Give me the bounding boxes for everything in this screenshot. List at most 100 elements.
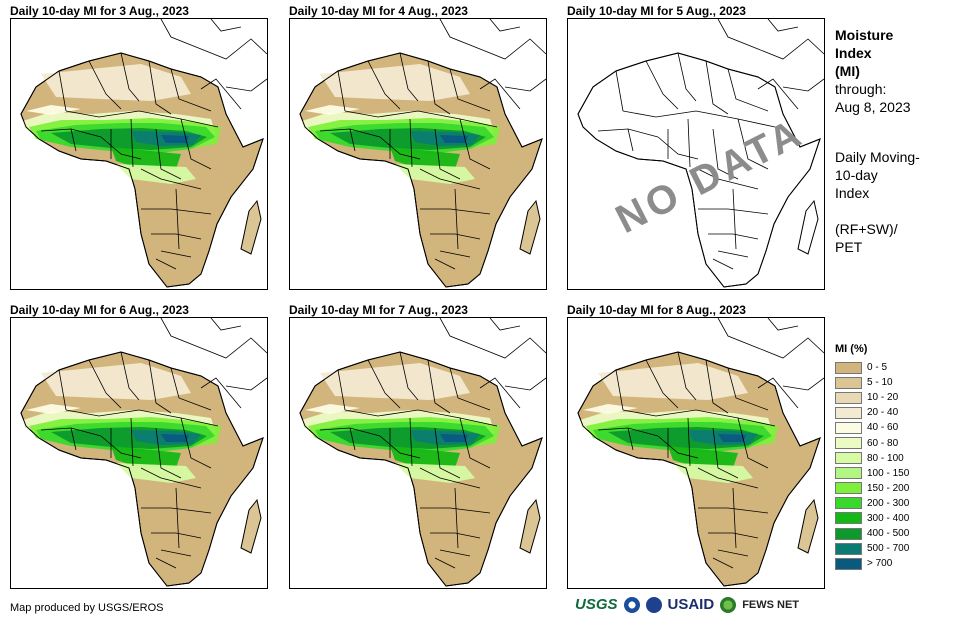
- legend-item: 200 - 300: [835, 496, 960, 511]
- country-border: [349, 128, 356, 152]
- country-border: [399, 351, 419, 401]
- legend-item: 40 - 60: [835, 420, 960, 435]
- country-border: [717, 250, 749, 258]
- coastline: [439, 318, 546, 391]
- map-panel: Daily 10-day MI for 4 Aug., 2023: [289, 4, 547, 290]
- moisture-band: [668, 446, 738, 468]
- map-panel: Daily 10-day MI for 3 Aug., 2023: [10, 4, 268, 290]
- desc-line-1: Daily Moving-: [835, 149, 920, 165]
- country-border: [622, 110, 776, 128]
- country-border: [727, 367, 769, 411]
- legend-item: 10 - 20: [835, 390, 960, 405]
- legend-label: 500 - 700: [867, 543, 910, 555]
- usaid-logo: USAID: [667, 596, 715, 613]
- country-border: [420, 507, 491, 514]
- moisture-band: [395, 463, 475, 483]
- formula-line-2: PET: [835, 239, 863, 255]
- country-border: [708, 532, 759, 539]
- country-border: [732, 188, 737, 250]
- country-border: [88, 60, 122, 110]
- country-border: [430, 233, 481, 240]
- country-border: [717, 549, 749, 557]
- panel-title: Daily 10-day MI for 5 Aug., 2023: [567, 4, 746, 18]
- country-border: [459, 417, 491, 469]
- moisture-band: [26, 105, 81, 115]
- country-border: [180, 417, 212, 469]
- africa-outline: [20, 52, 264, 288]
- coastline: [717, 318, 824, 391]
- country-border: [155, 427, 182, 479]
- legend-label: 300 - 400: [867, 512, 910, 524]
- country-border: [479, 78, 521, 110]
- country-border: [757, 78, 799, 110]
- legend-label: 20 - 40: [867, 407, 899, 419]
- legend-label: 80 - 100: [867, 452, 904, 464]
- country-border: [687, 417, 691, 467]
- map-frame: [289, 317, 547, 589]
- africa-outline: [577, 52, 821, 288]
- panel-title: Daily 10-day MI for 4 Aug., 2023: [289, 4, 468, 18]
- country-border: [697, 168, 759, 190]
- legend-swatch: [835, 361, 862, 374]
- country-border: [479, 377, 521, 409]
- country-border: [645, 359, 679, 409]
- noaa-logo-icon: [623, 596, 640, 613]
- africa-map: [299, 19, 546, 288]
- legend-swatch: [835, 467, 862, 480]
- country-border: [677, 351, 697, 401]
- madagascar: [797, 199, 819, 255]
- moisture-band: [41, 363, 191, 400]
- panel-title: Daily 10-day MI for 7 Aug., 2023: [289, 303, 468, 317]
- moisture-band: [718, 434, 746, 442]
- country-border: [454, 487, 459, 549]
- moisture-band: [111, 446, 181, 468]
- country-border: [140, 168, 202, 190]
- country-border: [697, 467, 759, 489]
- country-border: [645, 60, 679, 110]
- legend-item: 300 - 400: [835, 511, 960, 526]
- country-border: [120, 351, 140, 401]
- country-border: [155, 258, 177, 270]
- map-frame: [289, 18, 547, 290]
- country-border: [130, 118, 134, 168]
- country-border: [148, 60, 172, 115]
- legend-item: 20 - 40: [835, 405, 960, 420]
- legend-label: > 700: [867, 558, 893, 570]
- country-border: [88, 359, 122, 409]
- legend-item: 5 - 10: [835, 375, 960, 390]
- country-border: [151, 532, 202, 539]
- legend-swatch: [835, 437, 862, 450]
- moisture-band: [320, 363, 470, 400]
- country-border: [449, 367, 491, 411]
- legend-label: 10 - 20: [867, 392, 899, 404]
- country-border: [419, 467, 481, 489]
- country-border: [409, 417, 413, 467]
- index-title-1: Moisture: [835, 27, 894, 43]
- moisture-band: [161, 135, 189, 143]
- country-border: [427, 359, 451, 414]
- africa-outline: [577, 351, 821, 587]
- country-border: [155, 128, 182, 180]
- country-border: [344, 409, 498, 427]
- country-border: [65, 110, 219, 128]
- moisture-band: [390, 446, 460, 468]
- country-border: [367, 60, 401, 110]
- africa-outline: [299, 52, 543, 288]
- country-border: [160, 549, 192, 557]
- map-frame: [567, 317, 825, 589]
- moisture-band: [440, 434, 468, 442]
- country-border: [180, 118, 212, 170]
- fews-globe-icon: [720, 596, 737, 613]
- legend-item: 60 - 80: [835, 435, 960, 450]
- country-border: [379, 435, 421, 459]
- map-panel: Daily 10-day MI for 8 Aug., 2023: [567, 303, 825, 589]
- moisture-band: [440, 135, 468, 143]
- map-panel: Daily 10-day MI for 7 Aug., 2023: [289, 303, 547, 589]
- country-border: [698, 507, 769, 514]
- legend-item: 500 - 700: [835, 541, 960, 556]
- country-border: [420, 208, 491, 215]
- country-border: [439, 250, 471, 258]
- country-border: [409, 118, 413, 168]
- moisture-band: [161, 434, 189, 442]
- coastline: [439, 19, 546, 92]
